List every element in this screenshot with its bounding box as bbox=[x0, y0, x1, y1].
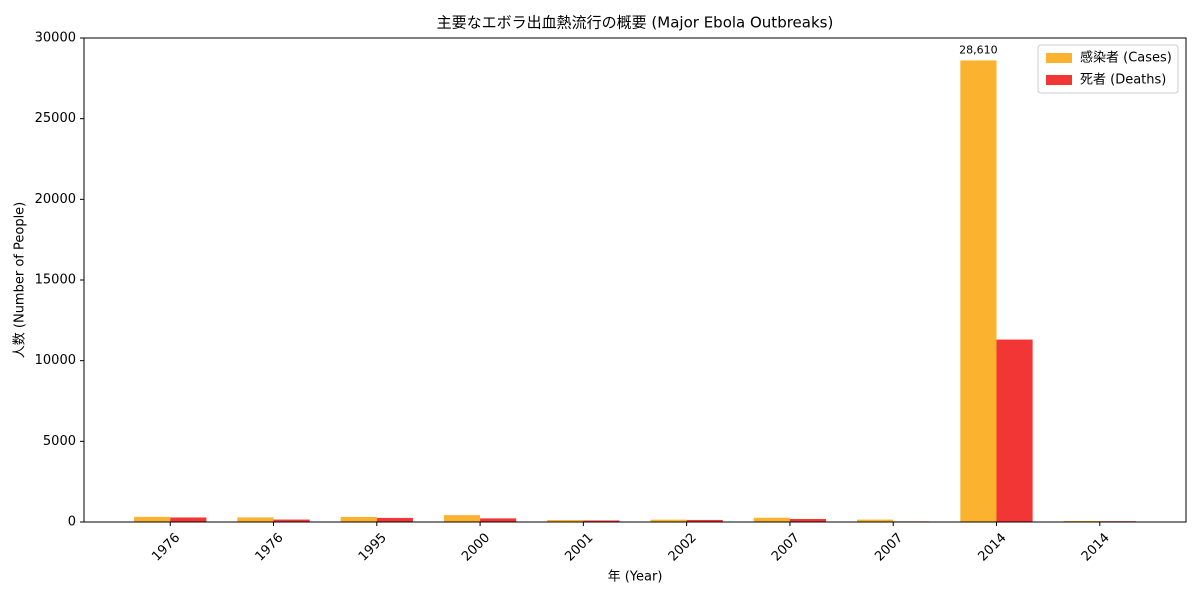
y-axis-label: 人数 (Number of People) bbox=[13, 202, 28, 358]
bar bbox=[996, 339, 1033, 522]
bar bbox=[960, 60, 997, 523]
y-tick-label: 0 bbox=[68, 515, 76, 530]
legend-swatch bbox=[1046, 75, 1072, 85]
bar bbox=[686, 519, 723, 522]
legend-box bbox=[1037, 44, 1179, 94]
legend-label: 死者 (Deaths) bbox=[1080, 73, 1166, 88]
legend-label: 感染者 (Cases) bbox=[1080, 50, 1172, 66]
bar bbox=[857, 519, 894, 522]
bar bbox=[237, 517, 274, 522]
bar bbox=[134, 516, 171, 522]
y-tick-label: 5000 bbox=[43, 434, 76, 449]
bar bbox=[273, 519, 310, 522]
bar bbox=[583, 520, 620, 522]
legend-swatch bbox=[1046, 53, 1072, 63]
bar bbox=[547, 520, 584, 522]
bar bbox=[789, 518, 827, 522]
y-tick-label: 30000 bbox=[35, 31, 76, 46]
bar bbox=[340, 516, 377, 522]
y-tick-label: 15000 bbox=[35, 273, 76, 288]
y-tick-label: 25000 bbox=[35, 111, 76, 126]
x-axis-label: 年 (Year) bbox=[608, 570, 663, 585]
y-tick-label: 10000 bbox=[35, 353, 76, 368]
bar bbox=[480, 518, 517, 522]
plot-frame bbox=[83, 37, 1187, 523]
bar bbox=[1063, 520, 1100, 522]
chart-title: 主要なエボラ出血熱流行の概要 (Major Ebola Outbreaks) bbox=[437, 14, 834, 32]
bar bbox=[753, 517, 790, 522]
bar bbox=[170, 517, 207, 522]
bar bbox=[650, 519, 687, 522]
value-label: 28,610 bbox=[959, 43, 998, 56]
y-tick-label: 20000 bbox=[35, 192, 76, 207]
bar bbox=[376, 517, 413, 522]
bar bbox=[443, 515, 481, 522]
